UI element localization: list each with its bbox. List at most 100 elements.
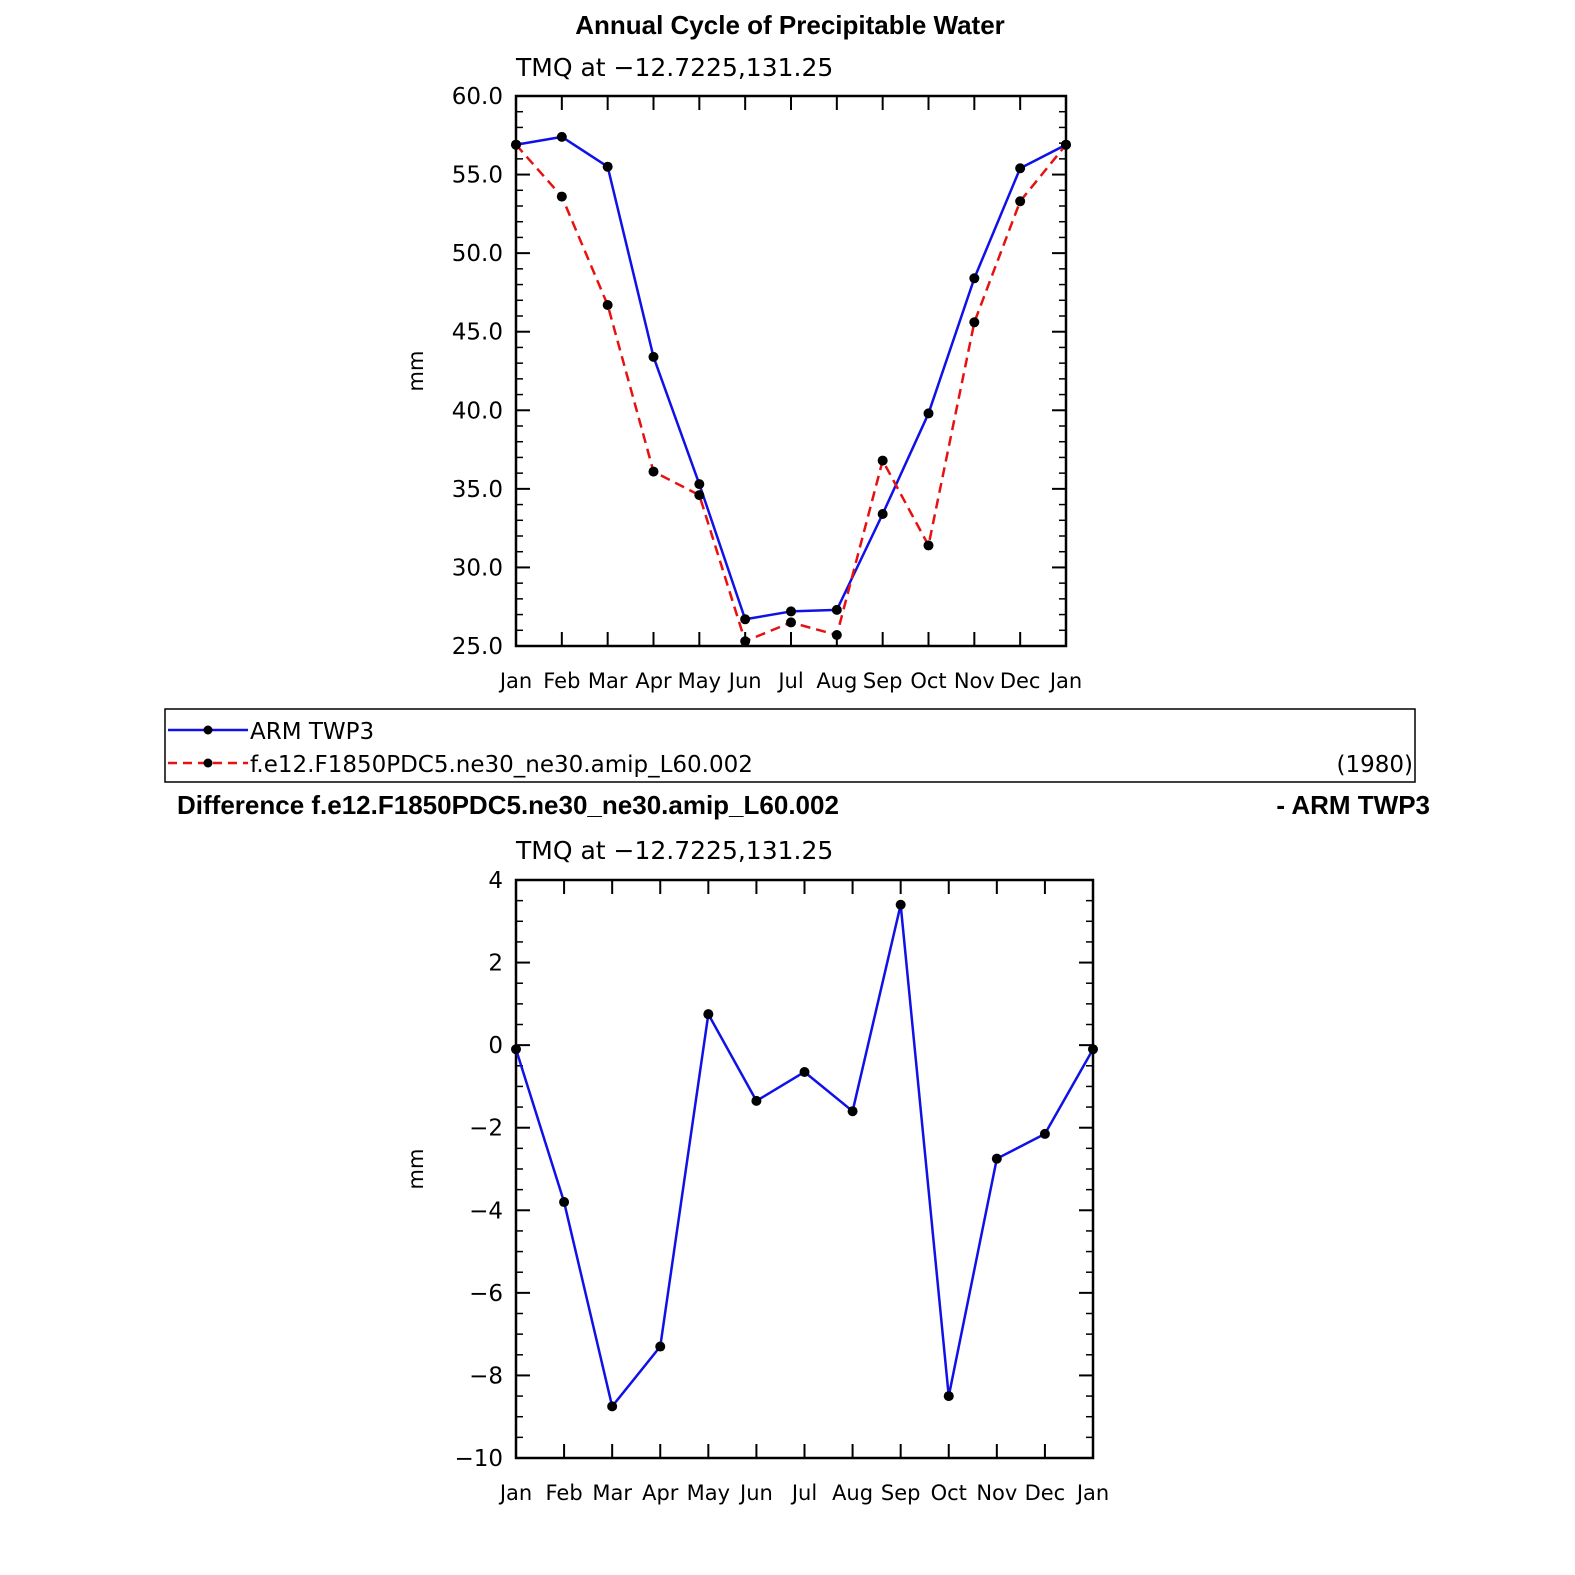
- data-point-series-2: [648, 466, 659, 477]
- data-point-series-1: [511, 1044, 521, 1055]
- x-tick-label: Sep: [881, 1481, 921, 1505]
- x-tick-label: Jan: [1075, 1481, 1109, 1505]
- bottom-plot-area: Jan Feb Mar Apr May Jun Jul Aug Sep Oct Nov Dec Jan −…: [404, 868, 1109, 1505]
- x-tick-label: Apr: [642, 1481, 679, 1505]
- series-line-1: [514, 903, 1095, 1408]
- data-point-series-1: [831, 604, 842, 615]
- x-tick-label: Mar: [592, 1481, 632, 1505]
- top-chart-subtitle: TMQ at −12.7225,131.25: [515, 53, 833, 82]
- data-point-series-1: [991, 1153, 1002, 1164]
- x-tick-label: Feb: [545, 1481, 582, 1505]
- x-tick-label: May: [678, 669, 721, 693]
- legend-marker-model: [203, 758, 213, 768]
- data-point-series-2: [786, 617, 796, 628]
- data-point-series-1: [943, 1391, 954, 1402]
- y-tick-label: 2: [488, 951, 503, 977]
- x-tick-label: Nov: [954, 669, 995, 693]
- x-tick-label: Aug: [832, 1481, 873, 1505]
- data-point-series-2: [556, 191, 567, 202]
- x-tick-label: May: [687, 1481, 730, 1505]
- x-tick-label: Dec: [1000, 669, 1041, 693]
- bottom-chart-title-left: Difference f.e12.F1850PDC5.ne30_ne30.ami…: [177, 790, 839, 820]
- plot-frame: [514, 878, 1095, 1460]
- data-point-series-1: [648, 351, 659, 362]
- x-tick-label: Mar: [588, 669, 628, 693]
- data-point-series-1: [556, 131, 567, 142]
- x-tick-label: Sep: [863, 669, 903, 693]
- x-tick-label: Feb: [543, 669, 580, 693]
- legend-box: [164, 708, 1416, 783]
- data-point-series-2: [694, 490, 705, 501]
- y-tick-label: −2: [469, 1116, 503, 1142]
- y-tick-label: 55.0: [452, 163, 503, 189]
- data-point-series-1: [847, 1106, 858, 1117]
- y-tick-label: 30.0: [452, 555, 503, 581]
- data-point-series-1: [740, 614, 751, 625]
- y-tick-label: 35.0: [452, 477, 503, 503]
- y-tick-label: −8: [469, 1363, 503, 1389]
- legend-label-arm: ARM TWP3: [250, 719, 374, 745]
- y-tick-label: 60.0: [452, 84, 503, 110]
- data-point-series-1: [602, 161, 613, 172]
- data-point-series-1: [1039, 1128, 1050, 1139]
- x-tick-label: Oct: [910, 669, 946, 693]
- y-tick-label: 40.0: [452, 398, 503, 424]
- x-tick-label: Jan: [1048, 669, 1082, 693]
- x-tick-label: Jan: [498, 669, 532, 693]
- x-tick-label: Jan: [498, 1481, 532, 1505]
- data-point-series-2: [831, 630, 842, 640]
- y-tick-label: −4: [469, 1198, 503, 1224]
- data-point-series-1: [877, 509, 888, 519]
- x-tick-label: Jun: [727, 669, 762, 693]
- data-point-series-1: [923, 408, 934, 419]
- y-tick-label: 0: [488, 1033, 503, 1059]
- top-chart-title: Annual Cycle of Precipitable Water: [575, 10, 1005, 40]
- y-axis-title: mm: [404, 1149, 428, 1190]
- data-point-series-1: [786, 606, 796, 617]
- legend: ARM TWP3 f.e12.F1850PDC5.ne30_ne30.amip_…: [164, 708, 1416, 783]
- data-point-series-1: [1015, 163, 1026, 174]
- x-tick-label: Apr: [635, 669, 672, 693]
- data-point-series-2: [511, 139, 521, 150]
- data-point-series-1: [751, 1095, 762, 1106]
- data-point-series-2: [1015, 196, 1026, 207]
- top-plot-area: Jan Feb Mar Apr May Jun Jul Aug Sep Oct Nov Dec Jan 2…: [404, 84, 1082, 693]
- y-tick-label: 50.0: [452, 241, 503, 267]
- plot-frame: [514, 94, 1068, 648]
- y-tick-label: 25.0: [452, 634, 503, 660]
- y-tick-label: 45.0: [452, 320, 503, 346]
- legend-note: (1980): [1337, 752, 1413, 778]
- x-tick-label: Jul: [776, 669, 803, 693]
- data-point-series-2: [877, 455, 888, 466]
- data-point-series-1: [969, 273, 980, 284]
- bottom-chart-title-right: - ARM TWP3: [1276, 790, 1430, 820]
- y-tick-label: 4: [488, 868, 503, 894]
- data-point-series-1: [655, 1341, 666, 1352]
- data-point-series-1: [607, 1401, 618, 1412]
- x-tick-label: Jun: [738, 1481, 773, 1505]
- series-line-1: [515, 135, 1067, 621]
- data-point-series-1: [694, 479, 705, 490]
- legend-label-model: f.e12.F1850PDC5.ne30_ne30.amip_L60.002: [250, 752, 753, 778]
- data-point-series-2: [602, 300, 613, 310]
- data-point-series-2: [923, 540, 934, 551]
- y-axis-title: mm: [404, 351, 428, 392]
- y-tick-label: −10: [454, 1446, 503, 1472]
- data-point-series-1: [799, 1066, 810, 1077]
- x-tick-label: Nov: [976, 1481, 1017, 1505]
- data-point-series-2: [740, 636, 751, 647]
- x-tick-label: Aug: [816, 669, 857, 693]
- x-tick-label: Oct: [931, 1481, 967, 1505]
- data-point-series-1: [703, 1009, 714, 1020]
- legend-marker-arm: [203, 725, 213, 735]
- x-tick-label: Jul: [790, 1481, 817, 1505]
- series-line-2: [515, 143, 1067, 643]
- data-point-series-1: [1088, 1044, 1098, 1055]
- data-point-series-1: [559, 1197, 570, 1208]
- y-tick-label: −6: [469, 1281, 503, 1307]
- data-point-series-2: [969, 317, 980, 328]
- x-tick-label: Dec: [1025, 1481, 1066, 1505]
- data-point-series-2: [1061, 139, 1071, 150]
- bottom-chart-subtitle: TMQ at −12.7225,131.25: [515, 836, 833, 865]
